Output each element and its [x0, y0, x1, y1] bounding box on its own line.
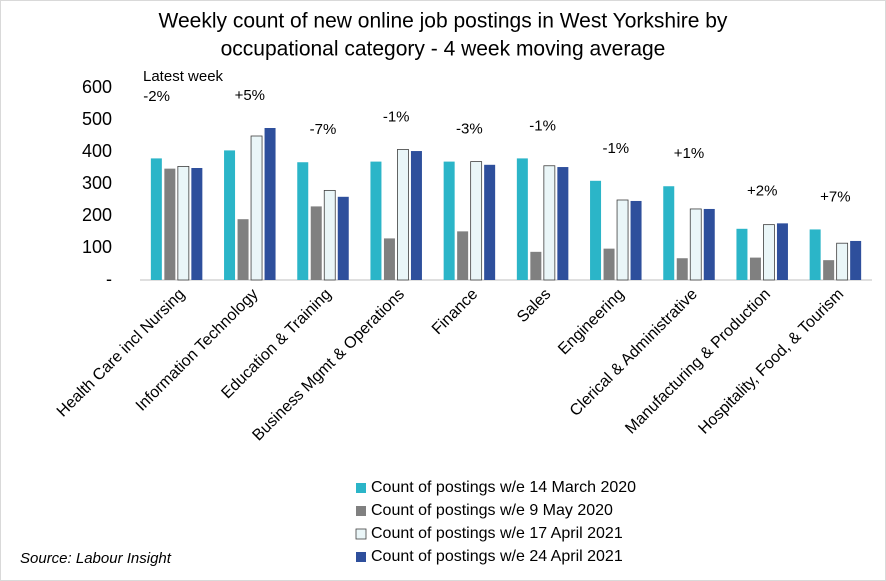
chart-title: occupational category - 4 week moving av… [221, 38, 666, 61]
bar [823, 260, 835, 280]
y-tick-label: - [106, 269, 112, 289]
y-tick-label: 400 [82, 141, 112, 161]
legend-label: Count of postings w/e 14 March 2020 [371, 479, 636, 496]
y-tick-label: 200 [82, 205, 112, 225]
legend-swatch [356, 483, 366, 493]
bar [323, 189, 336, 281]
bar [237, 219, 249, 280]
bar [310, 206, 322, 280]
y-tick-label: 300 [82, 173, 112, 193]
annotation: -2% [143, 88, 170, 105]
bar [177, 165, 190, 281]
y-tick-label: 600 [82, 77, 112, 97]
annotation-title: Latest week [143, 68, 224, 85]
annotation: +5% [235, 87, 265, 104]
annotation: -1% [383, 108, 410, 125]
annotation: -1% [602, 140, 629, 157]
bar [337, 196, 349, 280]
bar [470, 161, 483, 281]
annotation: -1% [529, 117, 556, 134]
bar [603, 248, 615, 280]
bar [776, 223, 788, 280]
bar [689, 208, 702, 281]
bar [736, 228, 748, 280]
bar [850, 240, 862, 280]
y-tick-label: 100 [82, 237, 112, 257]
bar [264, 128, 276, 280]
bar [676, 258, 688, 280]
legend-swatch [355, 528, 367, 540]
bar [443, 161, 455, 280]
bar [370, 161, 382, 280]
bar [250, 135, 263, 281]
bar [224, 150, 236, 280]
bar [484, 164, 496, 280]
bar [383, 238, 395, 280]
bar [410, 151, 422, 280]
bar [530, 251, 542, 280]
annotation: -3% [456, 121, 483, 138]
bar [543, 165, 556, 281]
bar [164, 168, 176, 280]
annotation: -7% [310, 121, 337, 138]
bar [516, 158, 528, 280]
legend-label: Count of postings w/e 9 May 2020 [371, 502, 613, 519]
bar [397, 149, 409, 281]
bar [150, 158, 162, 280]
bar [616, 199, 629, 281]
bar [191, 168, 203, 280]
y-tick-label: 500 [82, 109, 112, 129]
bar [457, 231, 469, 280]
legend-swatch [356, 552, 366, 562]
bar [630, 200, 642, 280]
bar [763, 224, 775, 281]
annotation: +1% [674, 145, 704, 162]
legend-label: Count of postings w/e 17 April 2021 [371, 525, 623, 542]
legend-label: Count of postings w/e 24 April 2021 [371, 548, 623, 565]
source: Source: Labour Insight [20, 550, 172, 567]
legend-swatch [356, 506, 366, 516]
bar [809, 229, 821, 280]
bar [557, 167, 569, 280]
annotation: +2% [747, 182, 777, 199]
bar [590, 180, 602, 280]
bar [836, 242, 849, 281]
annotation: +7% [820, 188, 850, 205]
bar [703, 208, 715, 280]
bar [297, 162, 309, 280]
bar [749, 257, 761, 280]
chart-title: Weekly count of new online job postings … [159, 10, 728, 33]
bar [663, 186, 675, 280]
